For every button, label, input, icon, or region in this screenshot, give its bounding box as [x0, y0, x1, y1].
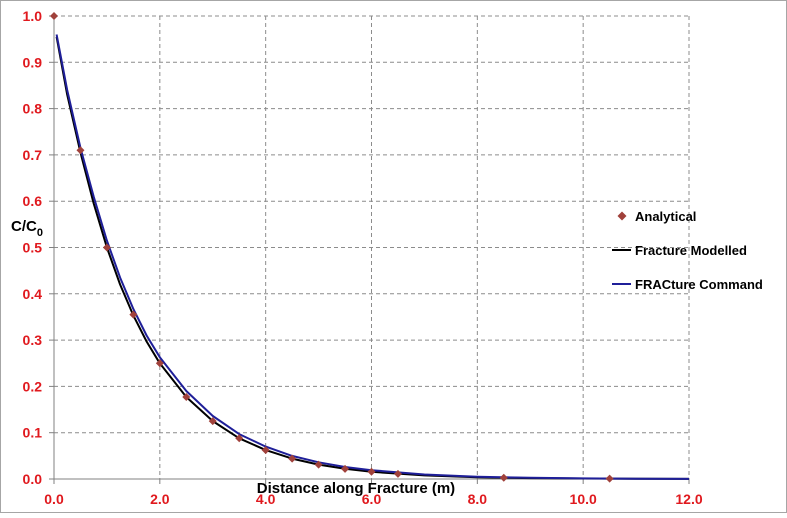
legend-marker-analytical: [617, 211, 627, 221]
analytical-point: [235, 434, 244, 443]
series-layer: [50, 12, 690, 483]
analytical-point: [155, 359, 164, 368]
analytical-point: [182, 393, 191, 402]
analytical-point: [341, 464, 350, 473]
x-tick-label: 6.0: [362, 491, 382, 507]
analytical-point: [76, 146, 85, 155]
analytical-point: [102, 243, 111, 252]
legend-label: Analytical: [635, 209, 696, 224]
series-line-fracture-command: [55, 34, 690, 480]
analytical-point: [288, 454, 297, 463]
y-tick-label: 0.5: [23, 240, 43, 256]
y-tick-label: 0.8: [23, 101, 43, 117]
y-tick-labels: 0.0 0.1 0.2 0.3 0.4 0.5 0.6 0.7 0.8 0.9 1.0: [23, 8, 43, 487]
analytical-point: [314, 460, 323, 469]
grid-lines: [54, 15, 690, 479]
y-tick-label: 0.0: [23, 471, 43, 487]
y-axis-label-subscript: 0: [37, 227, 43, 239]
x-tick-label: 8.0: [468, 491, 488, 507]
y-tick-label: 0.1: [23, 425, 43, 441]
analytical-point: [605, 474, 614, 483]
y-tick-label: 0.4: [23, 286, 43, 302]
y-axis-label-main: C/C: [11, 218, 37, 235]
analytical-point: [50, 12, 58, 20]
analytical-point: [129, 310, 138, 319]
analytical-point: [208, 417, 217, 426]
y-tick-label: 0.7: [23, 147, 43, 163]
series-line-fracture-modelled: [55, 36, 690, 480]
analytical-point: [499, 473, 508, 482]
x-axis-label: Distance along Fracture (m): [257, 480, 455, 497]
analytical-point: [261, 446, 270, 455]
x-tick-label: 2.0: [150, 491, 170, 507]
y-tick-label: 0.6: [23, 193, 43, 209]
legend: Analytical Fracture Modelled FRACture Comm…: [612, 209, 763, 292]
y-tick-label: 0.9: [23, 54, 43, 70]
x-tick-label: 4.0: [256, 491, 276, 507]
x-tick-label: 0.0: [44, 491, 64, 507]
x-tick-label: 12.0: [675, 491, 702, 507]
x-tick-label: 10.0: [570, 491, 597, 507]
y-tick-label: 0.2: [23, 378, 43, 394]
analytical-point: [367, 467, 376, 476]
y-tick-label: 1.0: [23, 8, 43, 24]
legend-label: FRACture Command: [635, 277, 763, 292]
analytical-point: [393, 469, 402, 478]
y-axis-label: C/C0: [11, 218, 43, 239]
y-tick-label: 0.3: [23, 332, 43, 348]
legend-label: Fracture Modelled: [635, 243, 747, 258]
x-tick-labels: 0.0 2.0 4.0 6.0 8.0 10.0 12.0: [44, 491, 703, 507]
axes: [49, 15, 690, 484]
